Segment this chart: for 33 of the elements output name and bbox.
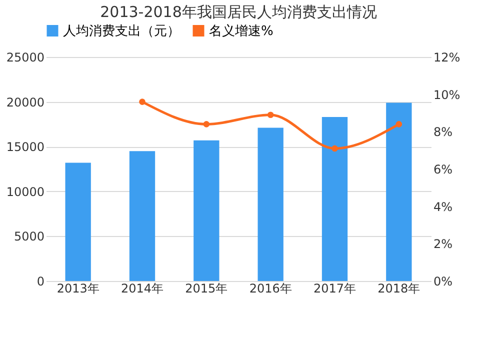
y-tick-label: 10000 — [6, 184, 44, 199]
bar — [65, 162, 91, 281]
y2-tick-label: 4% — [434, 200, 453, 214]
point — [139, 98, 146, 105]
x-tick-label: 2017年 — [313, 282, 356, 296]
chart-title: 2013-2018年我国居民人均消费支出情况 — [100, 3, 377, 21]
bar — [194, 140, 220, 281]
x-tick-label: 2015年 — [185, 282, 228, 296]
y2-tick-label: 2% — [434, 237, 453, 252]
y2-tick-label: 0% — [434, 274, 453, 288]
y-tick-label: 5000 — [14, 230, 44, 244]
point — [267, 112, 274, 118]
bar — [386, 102, 412, 281]
y2-tick-label: 6% — [434, 162, 453, 176]
x-tick-label: 2016年 — [249, 282, 292, 296]
x-tick-label: 2013年 — [56, 282, 100, 296]
point — [203, 121, 210, 128]
point — [332, 145, 338, 152]
bar — [129, 151, 156, 281]
bar — [258, 128, 284, 281]
y2-tick-label: 8% — [434, 125, 453, 140]
point — [396, 121, 402, 128]
legend-label: 人均消费支出（元） — [63, 24, 180, 39]
bar — [322, 117, 348, 281]
y-tick-label: 20000 — [6, 95, 44, 110]
y-tick-label: 0 — [36, 274, 44, 288]
y-tick-label: 15000 — [6, 140, 44, 154]
x-tick-label: 2014年 — [120, 282, 164, 296]
y2-tick-label: 12% — [434, 50, 460, 64]
legend-label: 名义增速% — [209, 24, 274, 39]
y2-tick-label: 10% — [434, 88, 460, 102]
y-tick-label: 25000 — [6, 50, 44, 64]
x-tick-label: 2018年 — [378, 282, 420, 296]
